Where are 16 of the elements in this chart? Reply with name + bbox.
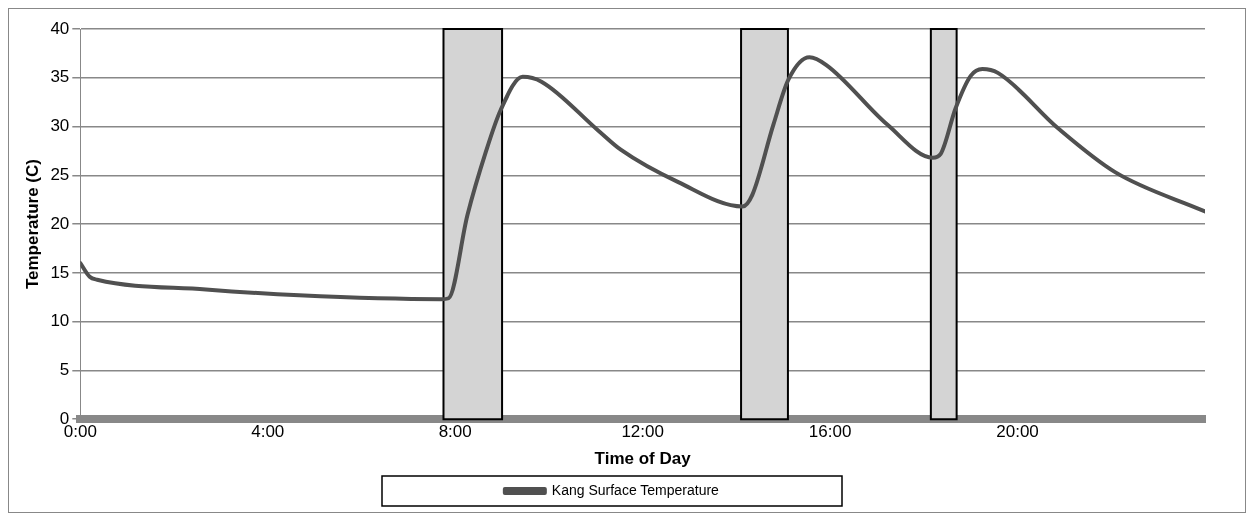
y-tick-label: 40 — [50, 18, 70, 38]
y-tick-label: 25 — [50, 165, 70, 185]
x-tick-label: 4:00 — [251, 422, 285, 442]
y-tick-label: 10 — [50, 311, 70, 331]
legend-label: Kang Surface Temperature — [551, 481, 720, 498]
x-tick-label: 12:00 — [621, 422, 664, 442]
y-tick-label: 15 — [50, 262, 70, 282]
y-tick-label: 5 — [59, 360, 70, 380]
x-tick-label: 20:00 — [996, 422, 1039, 442]
y-tick-label: 20 — [50, 213, 70, 233]
x-axis-title: Time of Day — [594, 449, 692, 469]
y-axis-title: Temperature (C) — [22, 159, 42, 290]
x-tick-label: 8:00 — [438, 422, 472, 442]
x-tick-label: 16:00 — [808, 422, 852, 442]
y-tick-label: 35 — [50, 67, 70, 87]
y-tick-label: 30 — [50, 116, 70, 136]
